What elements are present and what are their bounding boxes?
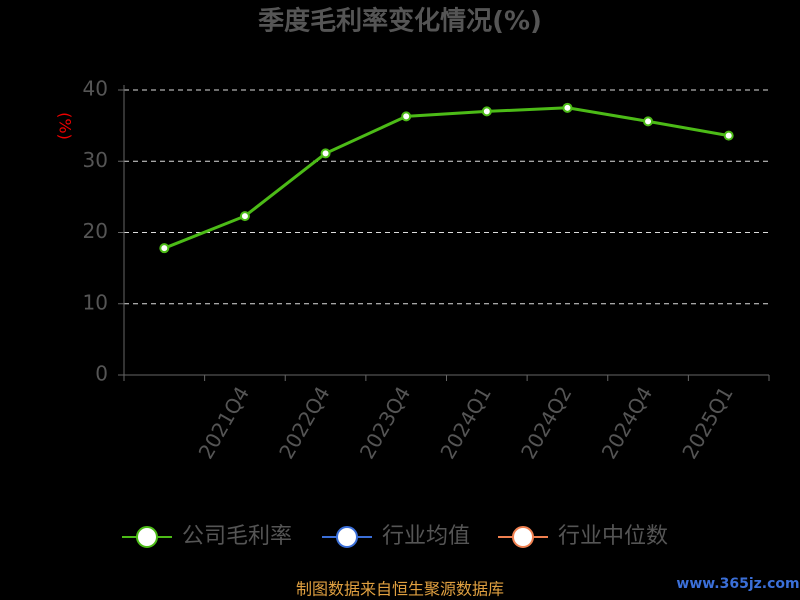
data-point	[481, 106, 492, 117]
series-line	[163, 106, 729, 250]
y-axis-label: (%)	[56, 112, 75, 140]
data-point	[159, 243, 170, 254]
legend-marker	[336, 526, 358, 548]
data-point	[239, 211, 250, 222]
y-tick-label: 10	[83, 290, 108, 314]
y-tick-label: 0	[95, 362, 108, 386]
legend-item: 公司毛利率	[122, 524, 292, 549]
legend-marker	[512, 526, 534, 548]
data-point	[401, 111, 412, 122]
data-point	[723, 130, 734, 141]
legend-marker	[136, 526, 158, 548]
legend-label: 行业均值	[382, 524, 470, 549]
y-tick-label: 30	[83, 148, 108, 172]
y-tick-label: 20	[83, 219, 108, 243]
data-point	[643, 116, 654, 127]
legend-label: 公司毛利率	[182, 524, 292, 549]
data-point	[320, 148, 331, 159]
watermark: www.365jz.com	[676, 576, 799, 592]
legend-item: 行业中位数	[498, 524, 668, 549]
legend-item: 行业均值	[322, 524, 470, 549]
data-point	[562, 102, 573, 113]
y-tick-label: 40	[83, 77, 108, 101]
chart-title: 季度毛利率变化情况(%)	[258, 6, 542, 37]
legend-label: 行业中位数	[558, 524, 668, 549]
footer: 制图数据来自恒生聚源数据库	[296, 580, 504, 599]
